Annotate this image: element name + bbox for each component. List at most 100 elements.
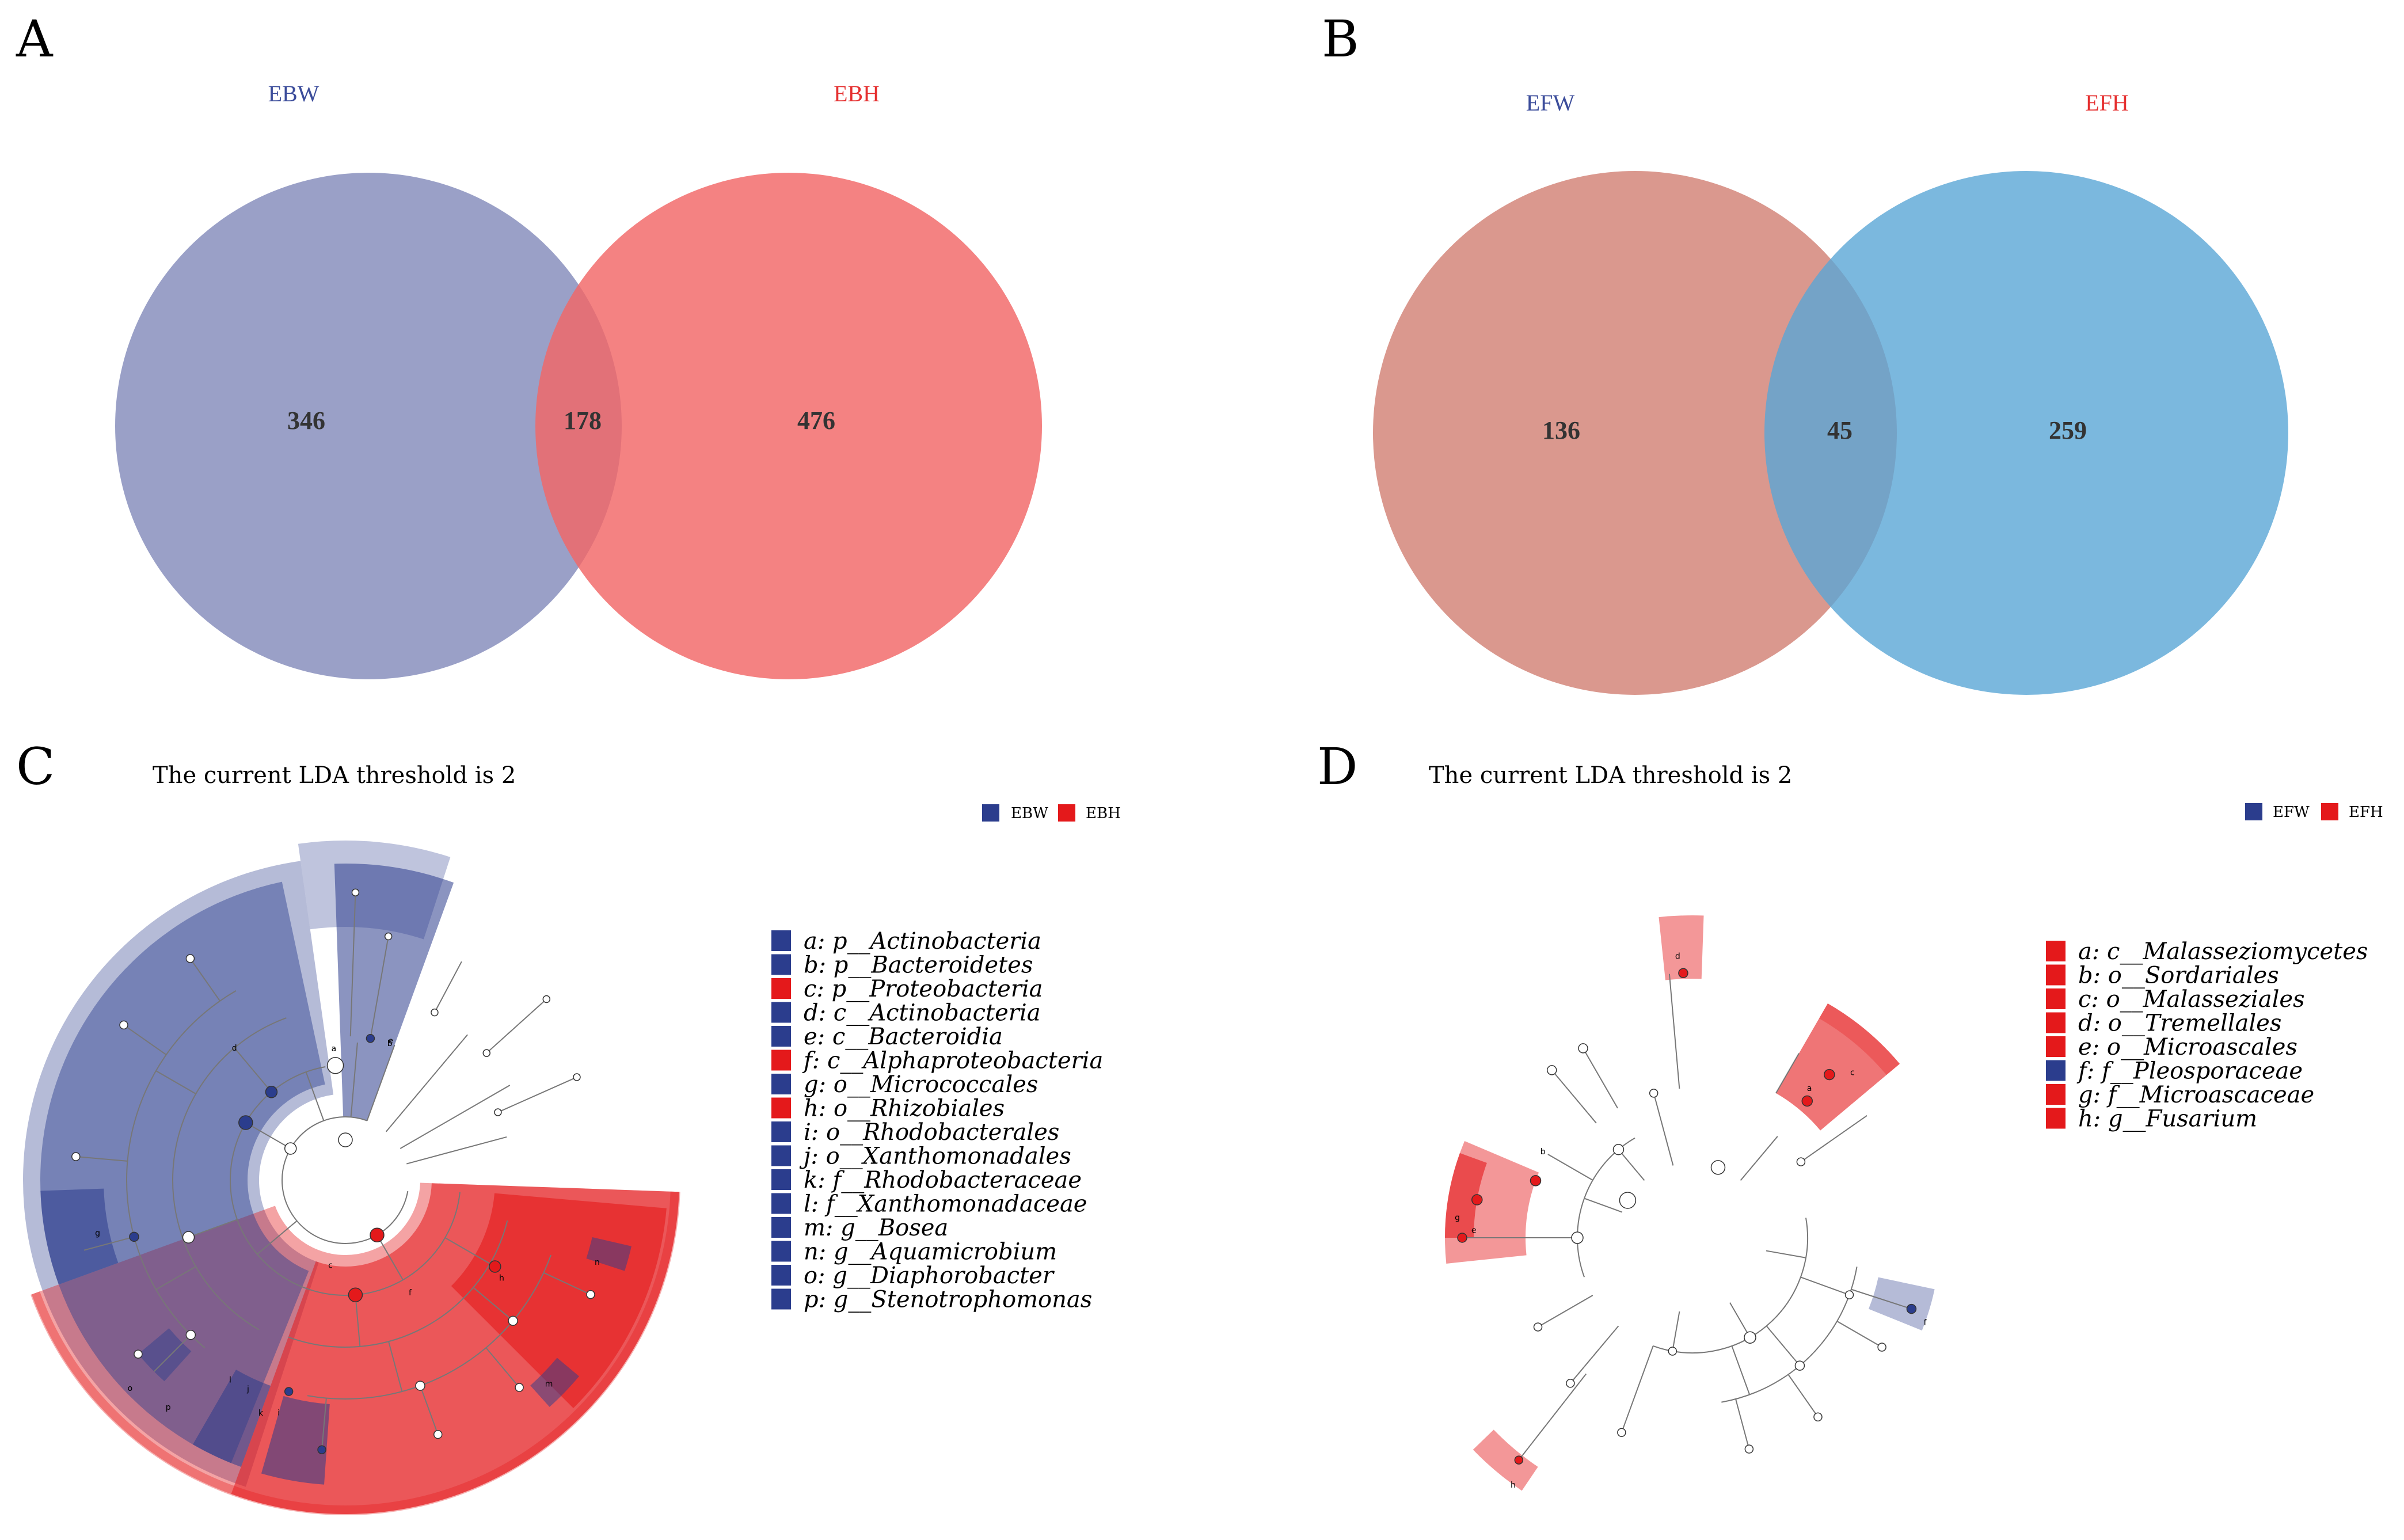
clade-d-node [1533,1322,1543,1332]
clade-d-sector-tremellales [1659,915,1704,980]
clade-c-branch [349,892,356,1037]
clade-d-branch [1740,1136,1778,1181]
clade-c-branch [153,1334,192,1372]
taxa-c-entry-label: i: o__Rhodobacterales [804,1119,1059,1146]
taxa-c-entry-label: l: f__Xanthomonadaceae [804,1191,1087,1218]
taxa-c-entry-swatch [771,1074,791,1094]
clade-c-branch [355,1295,361,1347]
clade-c-node [238,1115,253,1130]
clade-d-branch [1775,1053,1800,1094]
clade-c-branch [400,1085,511,1149]
taxa-d-entry-swatch [2046,1036,2066,1057]
venn-b-count-right: 259 [2049,416,2087,444]
taxa-c-entry-swatch [771,1026,791,1047]
taxa-d-entry-swatch [2046,988,2066,1009]
clade-c-branch [444,1237,490,1264]
clade-c-arc-1 [230,1066,461,1296]
taxa-c-entry-swatch [771,1241,791,1262]
taxa-c-entry-label: k: f__Rhodobacteraceae [804,1167,1082,1193]
clade-c-sector-actino-inner [40,881,325,1463]
clade-c-node [415,1381,425,1391]
taxa-c-entry-label: a: p__Actinobacteria [804,928,1041,955]
taxa-d-entry-swatch [2046,1084,2066,1105]
clade-c-sector-bosea [530,1358,580,1407]
clade-d-node [1744,1444,1754,1454]
clade-c-node-letter: a [332,1044,337,1054]
clade-d-node [1824,1069,1835,1081]
clade-d-node [1612,1144,1625,1155]
taxa-c-entry-swatch [771,1097,791,1119]
clade-c-sector-n [586,1237,632,1271]
taxa-d-entry-label: e: o__Microascales [2078,1034,2298,1060]
venn-a-count-overlap: 178 [564,406,602,435]
taxa-c-entry-swatch [771,1121,791,1142]
clade-c-branch [406,1136,507,1165]
clade-d-branch [1766,1325,1801,1366]
clade-d-branch [1668,974,1680,1089]
clade-d-sector-fusarium [1473,1429,1538,1491]
clade-c-node-letter: p [166,1403,171,1412]
taxa-c-entry-swatch [771,1169,791,1190]
venn-b-circle-efw [1373,171,1897,695]
taxa-c-entry-label: c: p__Proteobacteria [804,976,1043,1002]
taxa-d-entry-label: f: f__Pleosporaceae [2076,1058,2303,1085]
clade-c-branch [257,1220,298,1255]
clade-c-bg-actino [23,861,334,1487]
clade-c-node-letter: l [229,1375,231,1385]
clade-d-arc-2 [1653,1218,1808,1353]
taxa-d-entry-label: c: o__Malasseziales [2078,986,2305,1013]
taxa-d-entry-swatch [2046,1108,2066,1129]
group-legend-d-swatch-efw [2245,803,2262,820]
clade-c-branch [75,1156,128,1162]
taxa-d-entry-swatch [2046,1012,2066,1033]
panel-letter-b: B [1322,9,1359,69]
taxa-c-entry-swatch [771,978,791,999]
clade-c-node [129,1231,139,1242]
clade-c-branch [388,1341,403,1392]
taxa-c-entry-label: d: c__Actinobacteria [804,1000,1041,1026]
clade-c-node-letter: b [387,1039,393,1048]
group-legend-c: EBW EBH [982,804,1121,822]
clade-d-branch [1731,1345,1751,1395]
taxa-c-entry-swatch [771,1265,791,1286]
taxa-c-entry-swatch [771,1050,791,1071]
venn-b-label-right: EFH [2085,90,2129,116]
venn-a-count-left: 346 [287,406,325,435]
clade-d-branch [1735,1398,1750,1450]
clade-c-branch [245,1122,291,1149]
group-legend-c-label-ebh: EBH [1086,805,1121,822]
taxa-c-entry-swatch [771,1002,791,1023]
clade-d-node [1796,1157,1806,1166]
taxa-c-entry-label: e: c__Bacteroidia [804,1024,1003,1050]
clade-c-node [265,1086,278,1098]
clade-d-branch [1584,1197,1623,1213]
panel-d: D The current LDA threshold is 2 EFW EFH… [1317,737,2383,1491]
clade-c-branch [83,1236,135,1251]
clade-c-branch [497,1077,577,1113]
clade-c-node [185,954,195,963]
clade-d-branch [1836,1321,1882,1348]
clade-c-branch [234,1047,272,1093]
clade-d-node [1471,1194,1483,1206]
taxa-c-entry-label: g: o__Micrococcales [804,1071,1038,1098]
threshold-d: The current LDA threshold is 2 [1429,762,1792,789]
venn-a-count-right: 476 [797,406,835,435]
clade-c-node-letter: n [595,1258,600,1267]
clade-c-node-letter: c [328,1261,333,1271]
clade-d-node-letter: c [1850,1068,1855,1077]
clade-c-branch [305,1071,325,1121]
clade-c-node [351,888,360,897]
venn-a-label-right: EBH [834,81,880,107]
clade-d-branch [1583,1048,1618,1109]
clade-d-node [1571,1231,1584,1244]
clade-c-node [384,932,393,941]
clade-d-node [1578,1043,1588,1054]
panel-c: C The current LDA threshold is 2 EBW EBH… [16,737,1121,1516]
taxa-c-entry-label: p: g__Stenotrophomonas [804,1287,1092,1313]
clade-c-node [182,1231,195,1244]
clade-c-branch [189,958,220,1002]
clade-c-sector-rhodobact [193,1370,271,1467]
taxa-c-entry-swatch [771,954,791,975]
clade-c-arc-4 [126,990,237,1348]
clade-c-node [370,1227,385,1243]
